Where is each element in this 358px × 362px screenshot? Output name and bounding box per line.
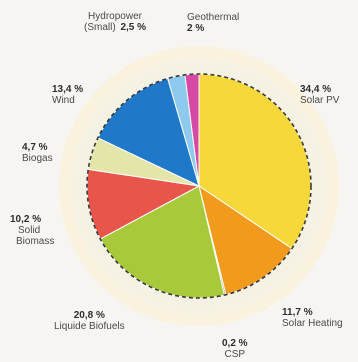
label-wind-pct: 13,4 % [52, 84, 84, 95]
label-csp-pct: 0,2 % [222, 338, 248, 349]
label-solid-biomass: 10,2 % Solid Biomass [10, 214, 54, 247]
label-geothermal-name: Geothermal [187, 12, 240, 23]
label-solar-heating: 11,7 % Solar Heating [282, 307, 343, 329]
label-solid-biomass-name2: Biomass [16, 236, 55, 247]
label-solar-pv-pct: 34,4 % [300, 84, 332, 95]
label-hydropower-name1: Hydropower [88, 11, 142, 22]
label-geothermal: Geothermal 2 % [187, 12, 239, 34]
label-biogas-name: Biogas [22, 153, 53, 164]
label-liquide-biofuels-name: Liquide Biofuels [54, 321, 125, 332]
label-solid-biomass-pct: 10,2 % [10, 214, 42, 225]
label-hydropower: Hydropower (Small) 2,5 % [84, 11, 146, 33]
label-solar-pv-name: Solar PV [300, 95, 340, 106]
label-biogas-pct: 4,7 % [22, 142, 48, 153]
label-csp-name: CSP [224, 349, 246, 360]
pie-slices [86, 73, 312, 299]
label-solar-pv: 34,4 % Solar PV [300, 84, 339, 106]
dashed-outline [86, 73, 312, 299]
label-hydropower-name2: (Small) [84, 22, 116, 33]
label-hydropower-pct: 2,5 % [120, 22, 147, 33]
label-csp: 0,2 % CSP [222, 338, 248, 360]
label-geothermal-pct: 2 % [187, 23, 205, 34]
label-solid-biomass-name1: Solid [18, 225, 41, 236]
label-wind: 13,4 % Wind [52, 84, 83, 106]
label-solar-heating-name: Solar Heating [282, 318, 343, 329]
label-solar-heating-pct: 11,7 % [282, 307, 313, 318]
label-wind-name: Wind [52, 95, 75, 106]
label-liquide-biofuels: 20,8 % Liquide Biofuels [54, 310, 125, 332]
label-biogas: 4,7 % Biogas [22, 142, 53, 164]
label-liquide-biofuels-pct: 20,8 % [73, 310, 105, 321]
